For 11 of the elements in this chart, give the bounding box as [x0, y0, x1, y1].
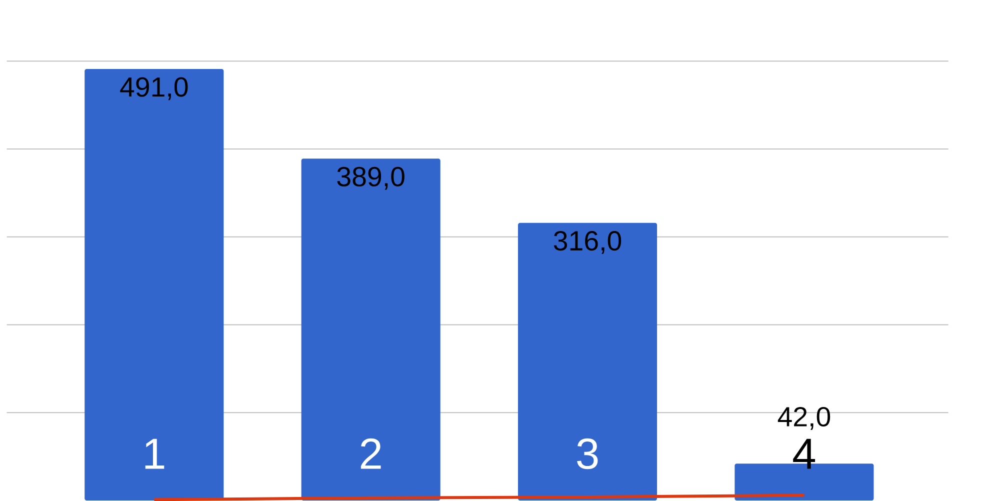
x-tick-label: 3: [577, 438, 598, 470]
x-tick-label: 2: [360, 438, 381, 469]
bar: [518, 222, 658, 500]
data-label: 316,0: [554, 230, 622, 254]
bar: [84, 68, 224, 500]
data-label: 491,0: [120, 77, 188, 100]
data-label: 42,0: [778, 406, 830, 430]
data-label: 389,0: [337, 166, 404, 190]
x-tick-label: 1: [145, 438, 164, 469]
x-tick-label: 4: [793, 438, 816, 469]
bar: [301, 158, 440, 500]
